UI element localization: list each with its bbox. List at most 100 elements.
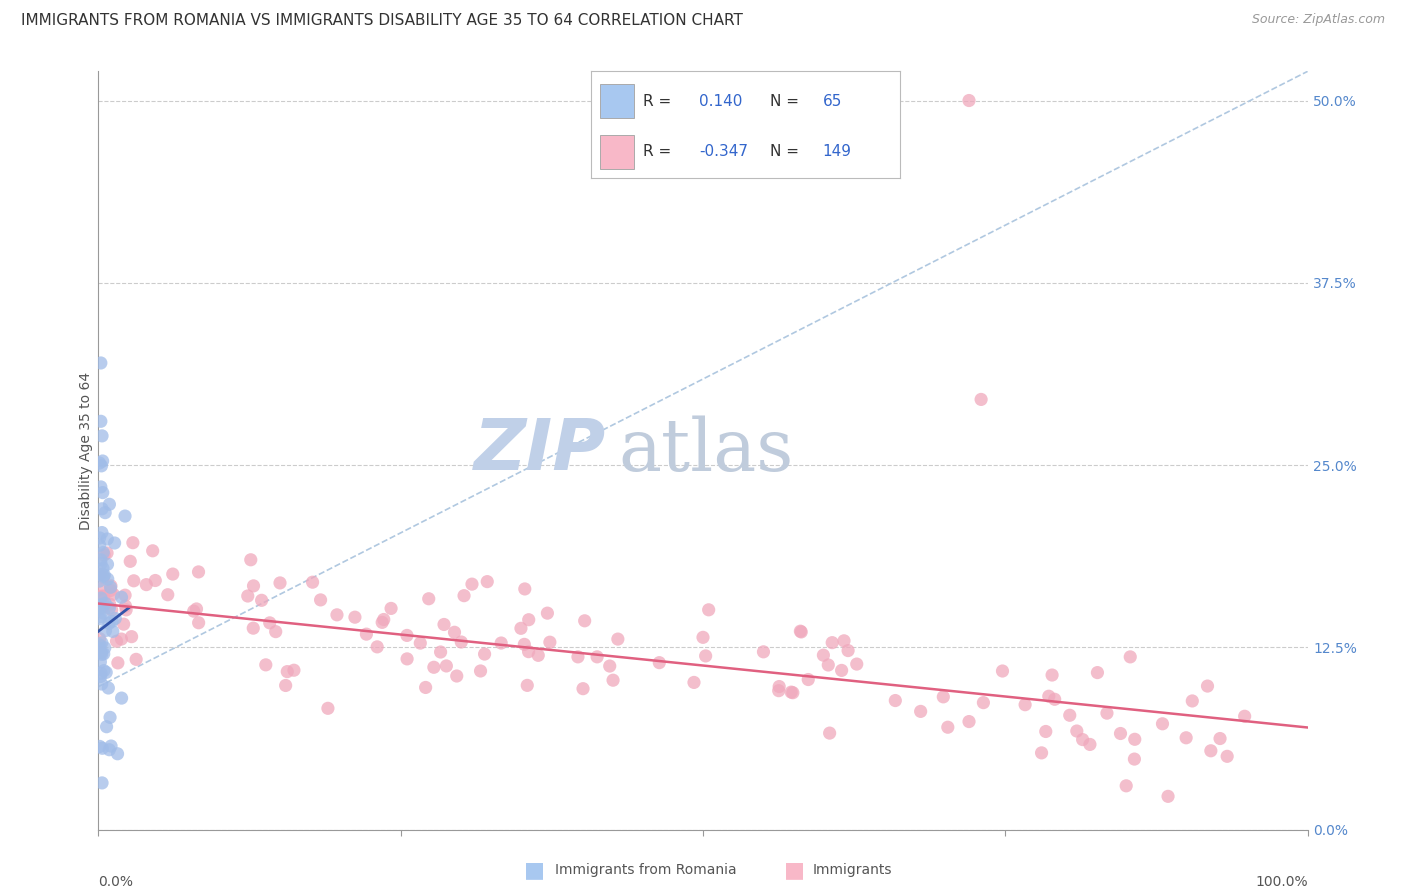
Point bbox=[1115, 779, 1137, 793]
Point bbox=[90, 414, 112, 428]
Point bbox=[283, 663, 305, 677]
Point bbox=[1040, 668, 1063, 682]
Text: R =: R = bbox=[643, 94, 676, 109]
Point bbox=[100, 579, 122, 593]
Point bbox=[98, 743, 121, 757]
Point bbox=[1095, 706, 1118, 721]
Point bbox=[1059, 708, 1081, 723]
Point bbox=[100, 739, 122, 753]
Point bbox=[98, 597, 121, 611]
Point bbox=[489, 636, 512, 650]
Point bbox=[1209, 731, 1232, 746]
Point bbox=[1175, 731, 1198, 745]
Point bbox=[443, 625, 465, 640]
Point bbox=[96, 546, 118, 560]
Point bbox=[837, 643, 859, 657]
Point bbox=[1043, 692, 1066, 706]
Point bbox=[356, 627, 378, 641]
Text: R =: R = bbox=[643, 145, 676, 159]
Point bbox=[936, 720, 959, 734]
Point bbox=[536, 606, 558, 620]
Point bbox=[110, 591, 132, 605]
Point bbox=[423, 660, 446, 674]
Point bbox=[89, 582, 111, 596]
Point bbox=[817, 657, 839, 672]
Point bbox=[957, 714, 980, 729]
Text: atlas: atlas bbox=[619, 415, 794, 486]
Point bbox=[1109, 726, 1132, 740]
Point bbox=[276, 665, 298, 679]
Point bbox=[89, 574, 111, 588]
Point bbox=[790, 624, 813, 639]
Point bbox=[1087, 665, 1109, 680]
Text: 100.0%: 100.0% bbox=[1256, 875, 1308, 889]
Point bbox=[89, 456, 111, 470]
Point bbox=[797, 673, 820, 687]
Point bbox=[1181, 694, 1204, 708]
Point bbox=[316, 701, 339, 715]
Point bbox=[91, 776, 114, 790]
Point bbox=[371, 615, 394, 630]
Point bbox=[409, 636, 432, 650]
Point bbox=[100, 583, 122, 598]
Point bbox=[461, 577, 484, 591]
Point bbox=[91, 593, 114, 607]
Point bbox=[90, 525, 112, 540]
Point bbox=[93, 568, 115, 582]
Text: N =: N = bbox=[770, 145, 804, 159]
Point bbox=[780, 685, 803, 699]
Point bbox=[510, 621, 533, 635]
Point bbox=[96, 532, 118, 546]
Point bbox=[187, 565, 209, 579]
Point bbox=[91, 501, 114, 516]
Point bbox=[1119, 649, 1142, 664]
Point bbox=[125, 652, 148, 666]
Point bbox=[697, 603, 720, 617]
Point bbox=[1035, 724, 1057, 739]
Point bbox=[832, 633, 855, 648]
Point bbox=[183, 604, 205, 618]
Point bbox=[162, 567, 184, 582]
Point bbox=[1216, 749, 1239, 764]
Point bbox=[418, 591, 440, 606]
Point bbox=[648, 656, 671, 670]
FancyBboxPatch shape bbox=[600, 84, 634, 119]
Point bbox=[96, 558, 118, 572]
Point bbox=[517, 613, 540, 627]
Point bbox=[89, 632, 111, 646]
Point bbox=[91, 600, 114, 615]
Point bbox=[103, 587, 125, 601]
Point bbox=[100, 580, 122, 594]
Point bbox=[606, 632, 628, 646]
Point bbox=[1199, 744, 1222, 758]
Point bbox=[90, 591, 112, 605]
Point bbox=[97, 681, 120, 695]
Point bbox=[1157, 789, 1180, 804]
Text: Source: ZipAtlas.com: Source: ZipAtlas.com bbox=[1251, 13, 1385, 27]
Point bbox=[101, 624, 124, 639]
Point bbox=[90, 669, 112, 683]
Point bbox=[89, 638, 111, 652]
Point bbox=[301, 575, 323, 590]
Point bbox=[831, 664, 853, 678]
Point bbox=[513, 637, 536, 651]
Point bbox=[1123, 732, 1146, 747]
Point bbox=[112, 617, 135, 632]
Point bbox=[236, 589, 259, 603]
Point bbox=[91, 545, 114, 559]
Point bbox=[104, 611, 127, 625]
Point bbox=[91, 569, 114, 583]
Text: ZIP: ZIP bbox=[474, 416, 606, 485]
Point bbox=[538, 635, 561, 649]
Point bbox=[97, 616, 120, 631]
Point bbox=[250, 593, 273, 607]
Point bbox=[187, 615, 209, 630]
Point bbox=[602, 673, 624, 688]
Point bbox=[89, 567, 111, 582]
Point bbox=[470, 664, 492, 678]
Point bbox=[516, 678, 538, 692]
Point bbox=[752, 645, 775, 659]
Point bbox=[970, 392, 993, 407]
Point bbox=[122, 574, 145, 588]
Point bbox=[932, 690, 955, 704]
